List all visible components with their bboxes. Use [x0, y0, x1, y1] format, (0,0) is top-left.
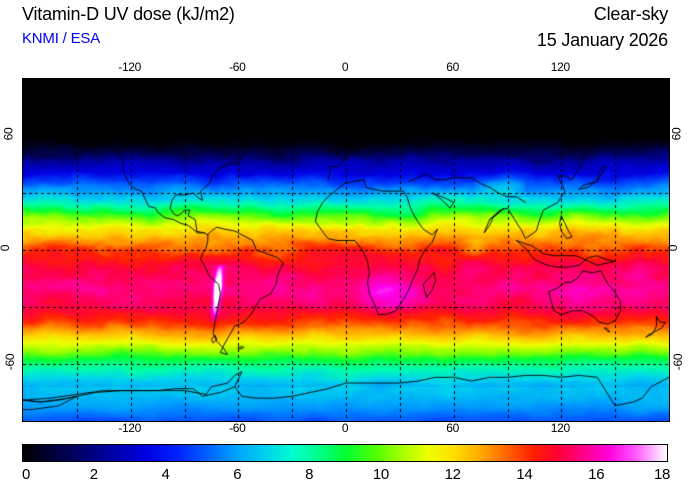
colorbar-tick-label: 0 — [21, 466, 31, 483]
lon-tick-label: 0 — [341, 421, 349, 435]
uv-dose-heatmap-canvas — [23, 79, 669, 421]
uv-dose-map — [22, 78, 670, 422]
colorbar-tick-label: 4 — [161, 466, 170, 483]
lat-tick-label: 0 — [0, 245, 12, 251]
lat-tick-label: -60 — [671, 353, 686, 371]
colorbar-tick-label: 16 — [588, 466, 605, 483]
lon-tick-label: -120 — [118, 421, 142, 435]
colorbar-tick-label: 14 — [516, 466, 533, 483]
lon-tick-label: -120 — [118, 60, 142, 74]
lat-tick-label: 60 — [1, 127, 16, 141]
lon-tick-label: -60 — [229, 421, 246, 435]
lon-tick-label: 60 — [446, 421, 460, 435]
colorbar-tick-label: 18 — [653, 466, 671, 483]
page-title: Vitamin-D UV dose (kJ/m2) — [22, 4, 235, 24]
institute-label: KNMI / ESA — [22, 30, 101, 47]
colorbar-tick-label: 12 — [444, 466, 461, 483]
colorbar-tick-label: 2 — [89, 466, 98, 483]
lon-tick-label: 120 — [550, 421, 570, 435]
lat-tick-label: -60 — [3, 353, 18, 371]
lat-tick-label: 0 — [666, 244, 681, 252]
condition-label: Clear-sky — [593, 4, 668, 24]
colorbar-tick-label: 10 — [372, 466, 389, 483]
colorbar-tick-label: 8 — [305, 466, 314, 483]
lon-tick-label: 120 — [550, 60, 570, 74]
colorbar-gradient — [22, 444, 668, 462]
lon-tick-label: 60 — [446, 60, 460, 74]
lon-tick-label: 0 — [341, 60, 349, 74]
lon-tick-label: -60 — [229, 60, 246, 74]
colorbar — [22, 444, 668, 462]
date-label: 15 January 2026 — [536, 30, 668, 50]
lat-tick-label: 60 — [669, 127, 684, 141]
chart-header: Vitamin-D UV dose (kJ/m2) KNMI / ESA Cle… — [0, 0, 688, 56]
colorbar-tick-label: 6 — [233, 466, 242, 483]
